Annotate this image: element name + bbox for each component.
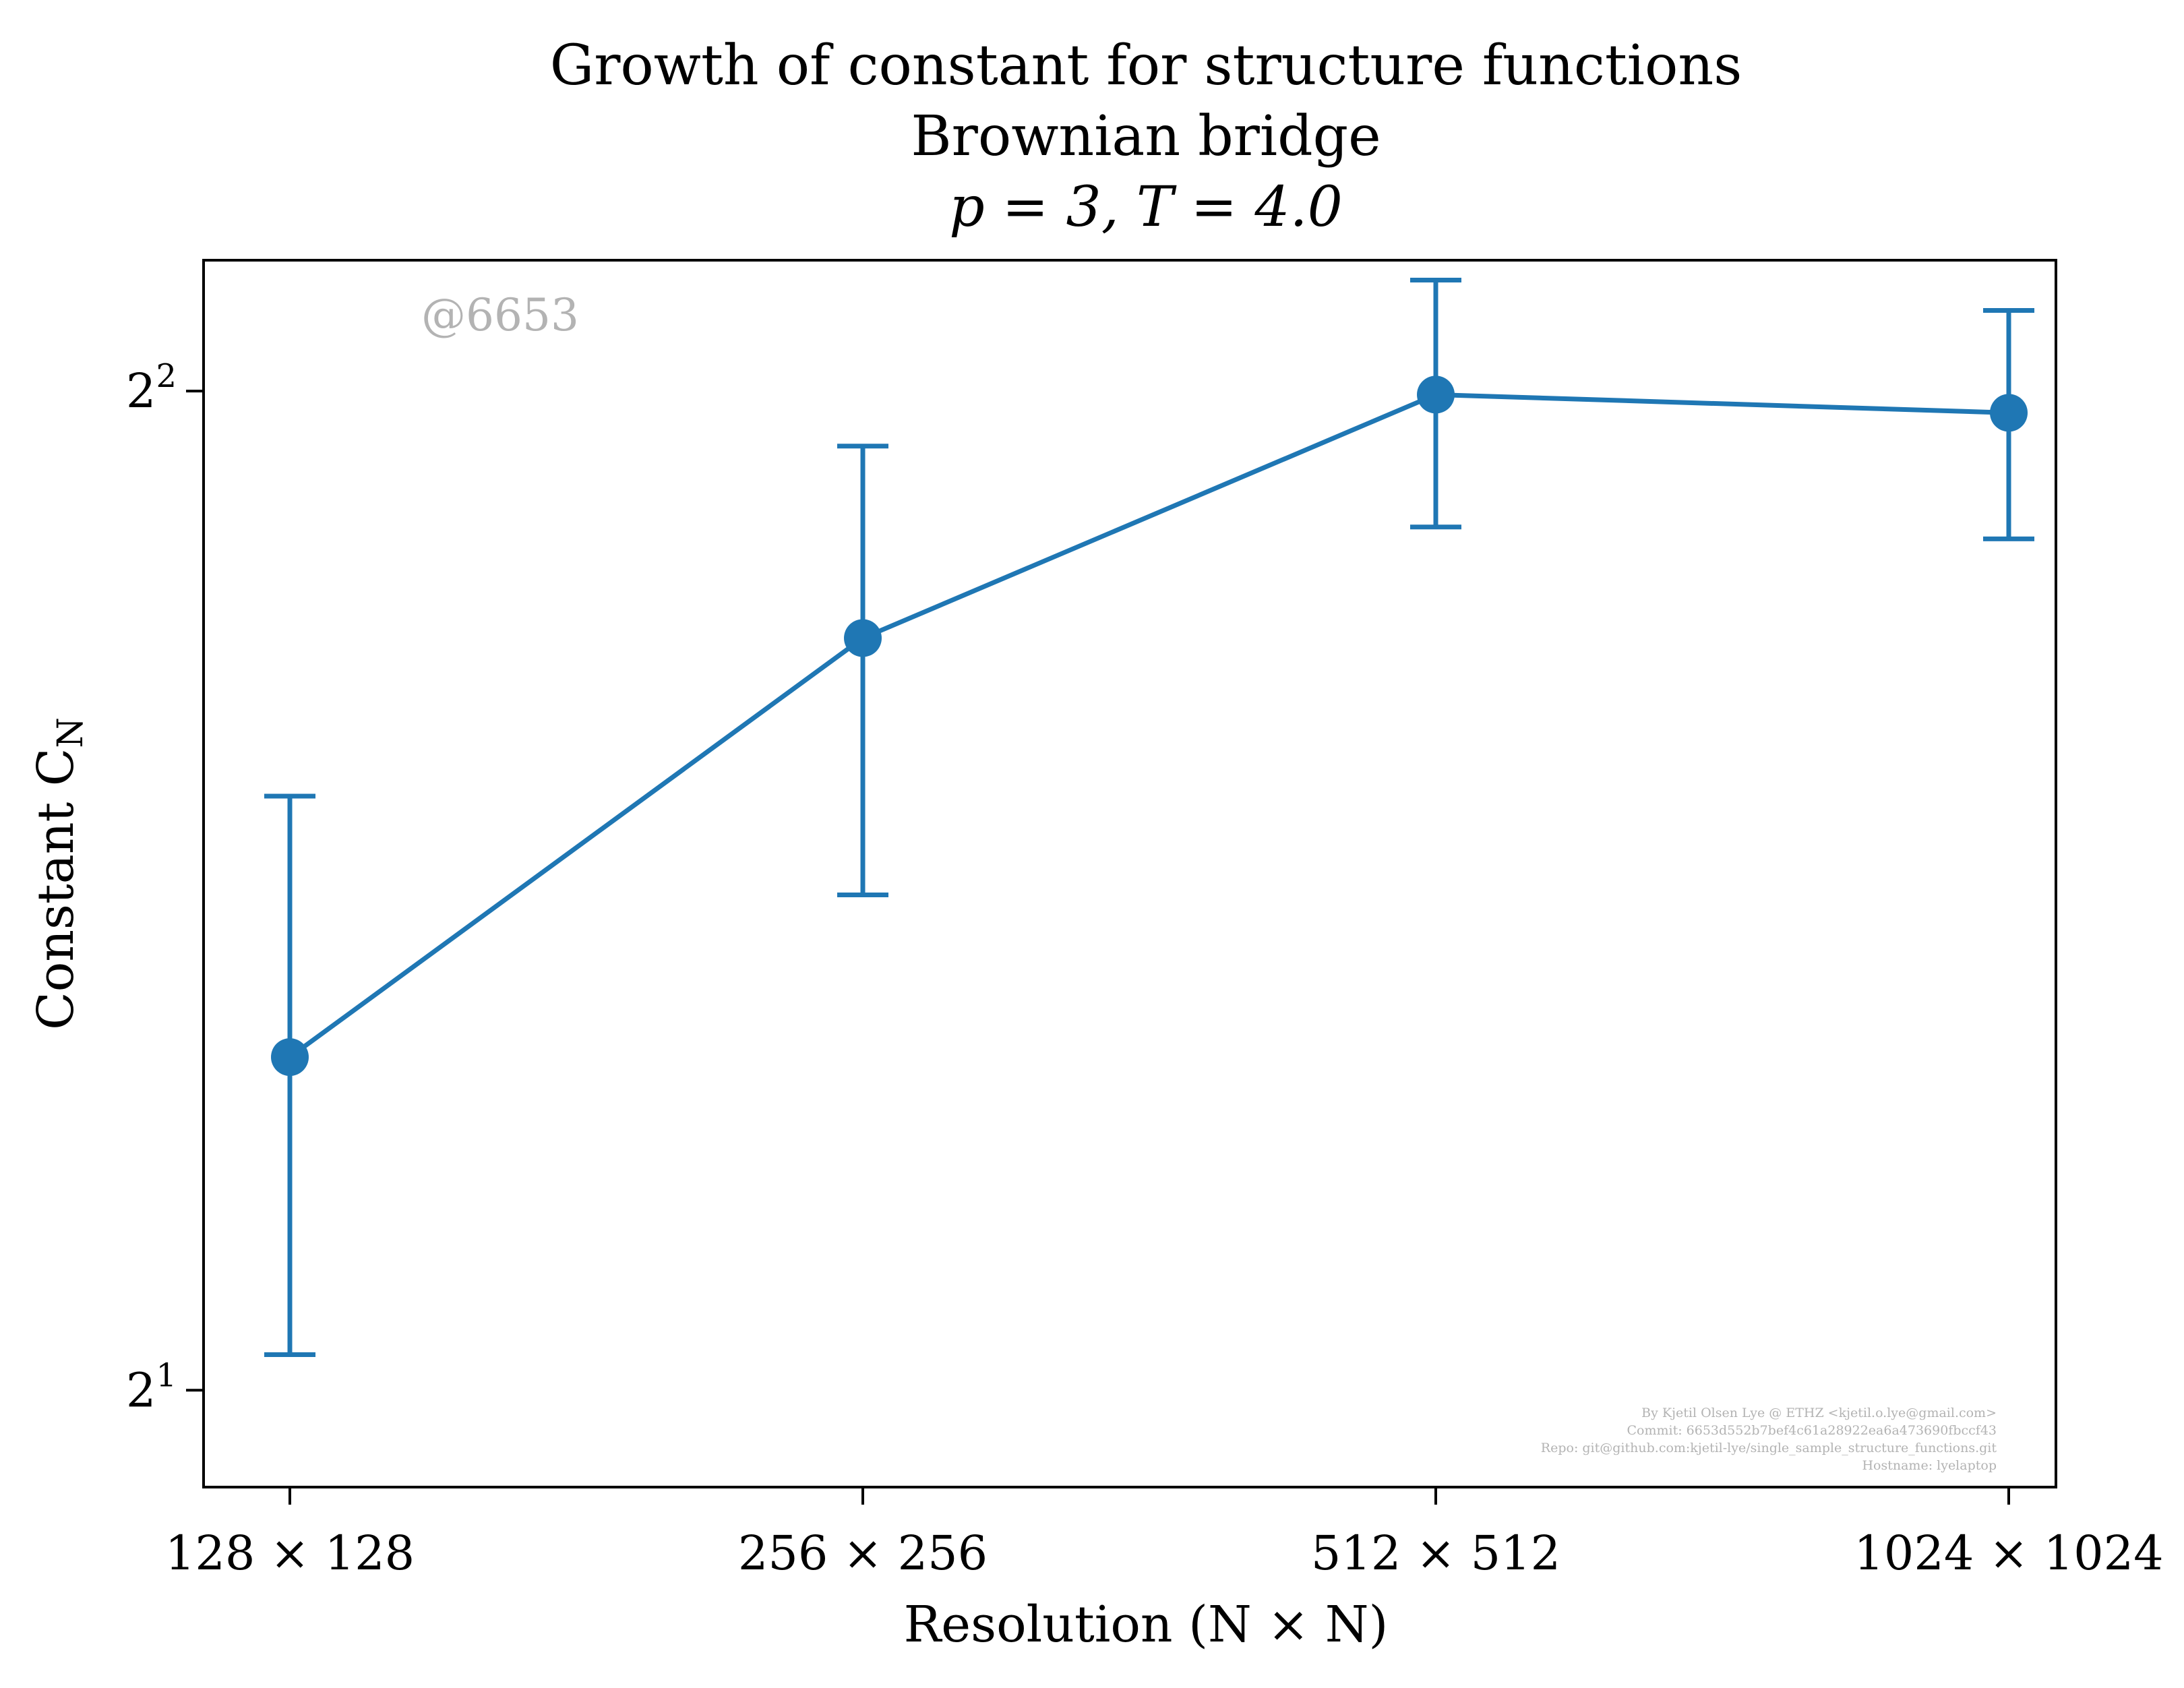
x-tick-label: 128 × 128 xyxy=(165,1526,415,1581)
y-tick-label-base: 2 xyxy=(126,1362,156,1418)
series-line xyxy=(288,392,2009,1059)
data-point xyxy=(271,1038,309,1077)
y-axis-label-subscript: N xyxy=(51,717,91,748)
plot-frame xyxy=(202,259,2057,1488)
credits: By Kjetil Olsen Lye @ ETHZ <kjetil.o.lye… xyxy=(1541,1406,1997,1473)
data-point xyxy=(1990,394,2028,432)
credit-line: Commit: 6653d552b7bef4c61a28922ea6a47369… xyxy=(1627,1423,1997,1438)
plot-marks xyxy=(264,277,2034,1357)
y-tick-label-exponent: 1 xyxy=(156,1356,177,1394)
y-axis-label: Constant CN xyxy=(27,717,91,1030)
title-line-2: Brownian bridge xyxy=(911,104,1381,169)
y-axis-label-text: Constant C xyxy=(27,748,85,1030)
credit-line: Hostname: lyelaptop xyxy=(1862,1458,1997,1473)
watermark: @6653 xyxy=(421,289,579,341)
credit-line: By Kjetil Olsen Lye @ ETHZ <kjetil.o.lye… xyxy=(1641,1406,1997,1420)
y-tick-label: 22 xyxy=(126,357,177,419)
title-line-1: Growth of constant for structure functio… xyxy=(550,34,1742,98)
x-tick-label: 256 × 256 xyxy=(738,1526,988,1581)
x-axis: 128 × 128 256 × 256 512 × 512 1024 × 1024 xyxy=(165,1487,2164,1581)
x-tick-label: 1024 × 1024 xyxy=(1854,1526,2163,1581)
title-line-3: p = 3, T = 4.0 xyxy=(949,175,1343,239)
x-tick-label: 512 × 512 xyxy=(1311,1526,1560,1581)
y-tick-label: 21 xyxy=(126,1356,177,1418)
x-axis-label: Resolution (N × N) xyxy=(904,1596,1389,1654)
data-point xyxy=(844,619,882,657)
y-tick-label-exponent: 2 xyxy=(156,357,177,395)
credit-line: Repo: git@github.com:kjetil-lye/single_s… xyxy=(1541,1441,1997,1455)
y-tick-label-base: 2 xyxy=(126,363,156,419)
data-point xyxy=(1417,375,1455,414)
chart-title: Growth of constant for structure functio… xyxy=(550,34,1742,239)
